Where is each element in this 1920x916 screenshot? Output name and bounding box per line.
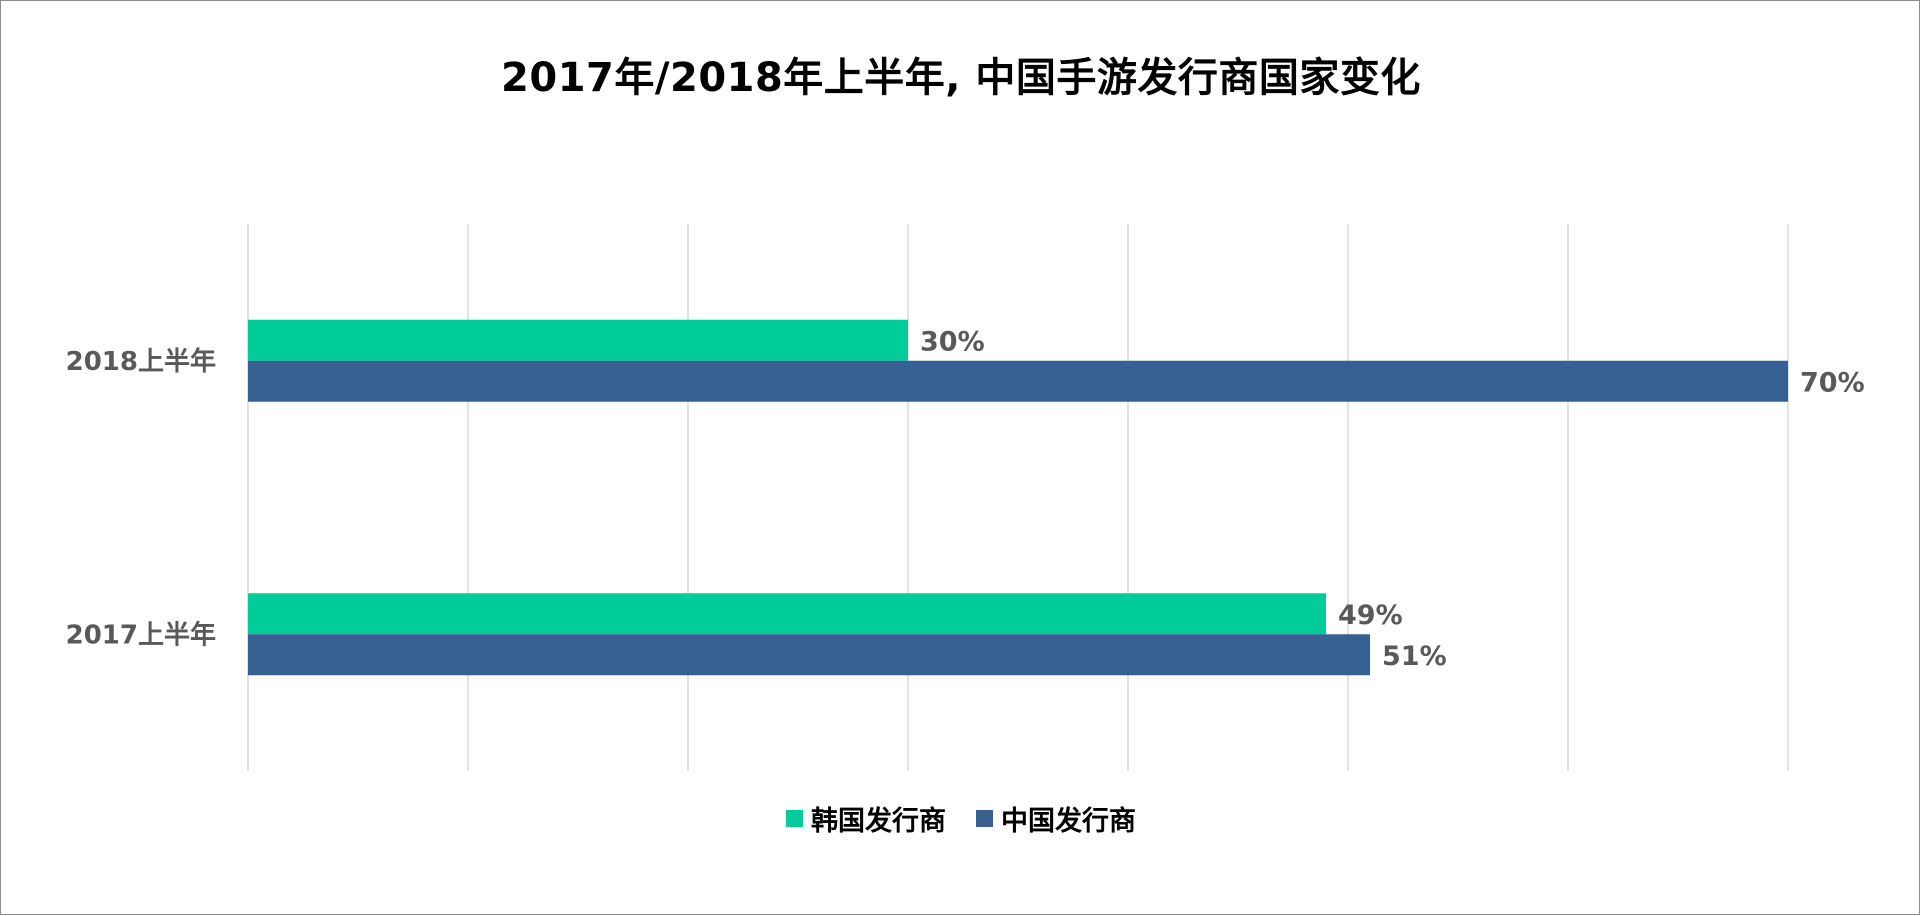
category-label: 2018上半年 bbox=[66, 346, 216, 377]
data-label: 30% bbox=[920, 326, 985, 357]
category-label: 2017上半年 bbox=[66, 619, 216, 650]
legend: 韩国发行商 中国发行商 bbox=[1, 799, 1920, 838]
bar bbox=[248, 634, 1370, 676]
bars bbox=[248, 319, 1788, 676]
legend-swatch-chinese bbox=[976, 810, 993, 827]
chart-title: 2017年/2018年上半年, 中国手游发行商国家变化 bbox=[501, 55, 1421, 101]
data-label: 49% bbox=[1338, 600, 1403, 631]
legend-label-korean: 韩国发行商 bbox=[811, 806, 946, 837]
legend-swatch-korean bbox=[786, 810, 803, 827]
category-labels: 2018上半年 2017上半年 bbox=[66, 346, 216, 651]
legend-item-korean: 韩国发行商 bbox=[786, 799, 946, 838]
gridlines bbox=[247, 224, 1789, 771]
data-label: 70% bbox=[1800, 367, 1865, 398]
data-label: 51% bbox=[1382, 641, 1447, 672]
bar bbox=[248, 593, 1326, 635]
bar bbox=[248, 360, 1788, 402]
legend-item-chinese: 中国发行商 bbox=[976, 799, 1136, 838]
legend-label-chinese: 中国发行商 bbox=[1001, 806, 1136, 837]
bar bbox=[248, 319, 908, 361]
data-labels: 30% 70% 49% 51% bbox=[920, 326, 1865, 672]
